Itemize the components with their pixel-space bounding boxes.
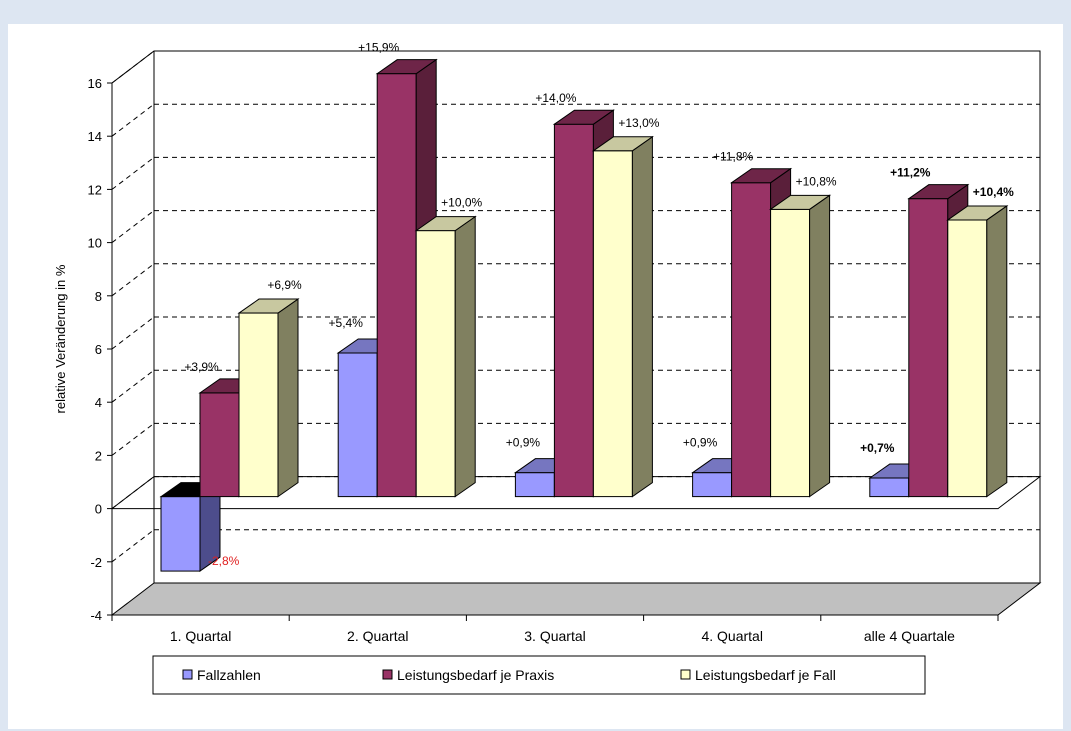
axes: -4 -2 0 2 4 6 8 10 12 14 16 1. Quartal 2. Quartal 3. … [88, 76, 999, 644]
bar-front [869, 477, 910, 498]
bar-top [591, 136, 654, 152]
bar-side [277, 298, 299, 498]
bar-front [731, 182, 772, 498]
data-label: +6,9% [267, 278, 302, 292]
y-tick-label: 14 [88, 129, 102, 144]
bar-front [199, 392, 240, 498]
chart-frame: -2,8% +3,9% +6,9% +5,4% +15,9% +10,0% +0,9% +14… [8, 24, 1063, 729]
bar-top [237, 298, 300, 314]
bar-side [809, 194, 831, 498]
data-label: +0,9% [683, 436, 718, 450]
chart-walls [110, 50, 1042, 616]
x-tick-label: 4. Quartal [701, 628, 762, 644]
data-label: +3,9% [184, 360, 219, 374]
bar-front [160, 496, 201, 572]
data-label: +0,9% [506, 436, 541, 450]
legend-swatch [680, 669, 691, 680]
chart: -2,8% +3,9% +6,9% +5,4% +15,9% +10,0% +0,9% +14… [53, 41, 1042, 695]
side-gridline [111, 529, 155, 563]
data-label: +10,8% [796, 174, 837, 188]
bar-side [986, 204, 1008, 498]
y-tick-label: 4 [95, 395, 102, 410]
y-tick-label: -2 [90, 555, 102, 570]
bar-front [908, 198, 949, 498]
x-tick-label: 2. Quartal [347, 628, 408, 644]
data-label: +0,7% [860, 441, 895, 455]
bar-front [415, 230, 456, 498]
data-labels: -2,8% +3,9% +6,9% +5,4% +15,9% +10,0% +0,9% +14… [184, 41, 1014, 568]
y-tick-label: 12 [88, 182, 102, 197]
bar-front [770, 208, 811, 498]
legend-label: Leistungsbedarf je Praxis [397, 667, 554, 683]
x-tick-label: alle 4 Quartale [864, 628, 955, 644]
x-tick-label: 1. Quartal [170, 628, 231, 644]
data-label: +11,2% [890, 166, 931, 180]
legend-label: Fallzahlen [197, 667, 261, 683]
side-gridline [111, 316, 155, 350]
bar-front [947, 219, 988, 498]
legend-box [152, 655, 926, 695]
y-tick-label: 0 [95, 502, 102, 517]
side-gridline [111, 369, 155, 403]
bar-side [454, 215, 476, 498]
data-label: +10,0% [441, 196, 482, 210]
bar-front [553, 123, 594, 498]
bar-front [238, 312, 279, 498]
bar-front [514, 472, 555, 498]
bar-top [907, 184, 970, 200]
y-tick-label: 8 [95, 289, 102, 304]
y-tick-label: 2 [95, 448, 102, 463]
y-tick-label: -4 [90, 608, 102, 623]
x-tick-label: 3. Quartal [524, 628, 585, 644]
back-wall-edge [111, 50, 1041, 583]
bar-top [769, 194, 832, 210]
y-tick-label: 10 [88, 236, 102, 251]
side-gridline [111, 423, 155, 456]
data-label: +15,9% [358, 41, 399, 55]
data-label: +11,8% [713, 150, 753, 164]
data-label: +14,0% [535, 91, 576, 105]
bar-front [592, 150, 633, 498]
side-gridline [111, 103, 155, 137]
bar-side [631, 135, 653, 498]
y-tick-label: 16 [88, 76, 102, 91]
bar-top [730, 168, 793, 184]
bar-front [376, 73, 417, 498]
data-label: +13,0% [618, 116, 659, 130]
chart-floor [110, 582, 1042, 616]
y-tick-label: 6 [95, 342, 102, 357]
side-gridline [111, 157, 155, 190]
bars [159, 58, 1009, 573]
side-gridline [111, 263, 155, 297]
legend: Fallzahlen Leistungsbedarf je Praxis Leist… [152, 655, 926, 695]
bar-top [552, 109, 615, 125]
data-label: -2,8% [208, 554, 240, 568]
bar-top [375, 59, 438, 75]
legend-swatch [382, 669, 393, 680]
bar-front [337, 352, 378, 498]
legend-swatch [182, 669, 193, 680]
y-axis-title: relative Veränderung in % [53, 264, 68, 413]
bar-front [692, 472, 733, 498]
legend-label: Leistungsbedarf je Fall [695, 667, 836, 683]
bar-top [946, 205, 1009, 221]
data-label: +5,4% [329, 316, 364, 330]
side-gridline [111, 210, 155, 243]
bar-top [414, 216, 477, 232]
data-label: +10,4% [973, 185, 1014, 199]
